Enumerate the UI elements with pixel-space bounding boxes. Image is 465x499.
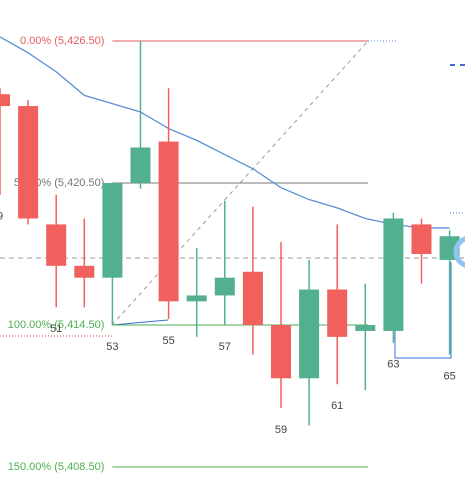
cursor-circle [453, 236, 465, 268]
candle-body [411, 224, 432, 254]
candle-body [355, 325, 376, 331]
candle-body [299, 289, 320, 379]
candle-body [186, 295, 207, 302]
candle-body [0, 94, 10, 107]
x-label: 61 [331, 400, 343, 412]
trend-line [111, 319, 169, 326]
range-box [394, 262, 452, 359]
x-label: 59 [275, 424, 287, 436]
candle-body [271, 325, 291, 379]
candle-body [102, 182, 123, 278]
candles: 9 51 53 55 57 59 61 63 65 [0, 40, 460, 436]
ma-line [0, 36, 450, 229]
x-label: 51 [50, 323, 62, 335]
candle-body [327, 289, 348, 337]
candle-body [214, 277, 235, 296]
fib-label: 0.00% (5,426.50) [20, 35, 104, 47]
x-label: 65 [443, 371, 455, 383]
candle-body [18, 106, 39, 219]
fib-levels: 0.00% (5,426.50)50.00% (5,420.50)100.00%… [8, 35, 368, 473]
x-label: 57 [219, 341, 231, 353]
x-label: 53 [106, 341, 118, 353]
candle-body [242, 271, 263, 326]
fib-label: 100.00% (5,414.50) [8, 319, 105, 331]
fib-label: 150.00% (5,408.50) [8, 461, 105, 473]
x-label: 55 [162, 335, 174, 347]
candle-body [130, 147, 151, 183]
candle-body [74, 265, 95, 278]
x-label: 63 [387, 359, 399, 371]
candle-body [46, 224, 67, 266]
candle-body [383, 218, 404, 331]
moving-average [0, 36, 450, 229]
x-label: 9 [0, 211, 3, 223]
candle-body [158, 141, 179, 302]
